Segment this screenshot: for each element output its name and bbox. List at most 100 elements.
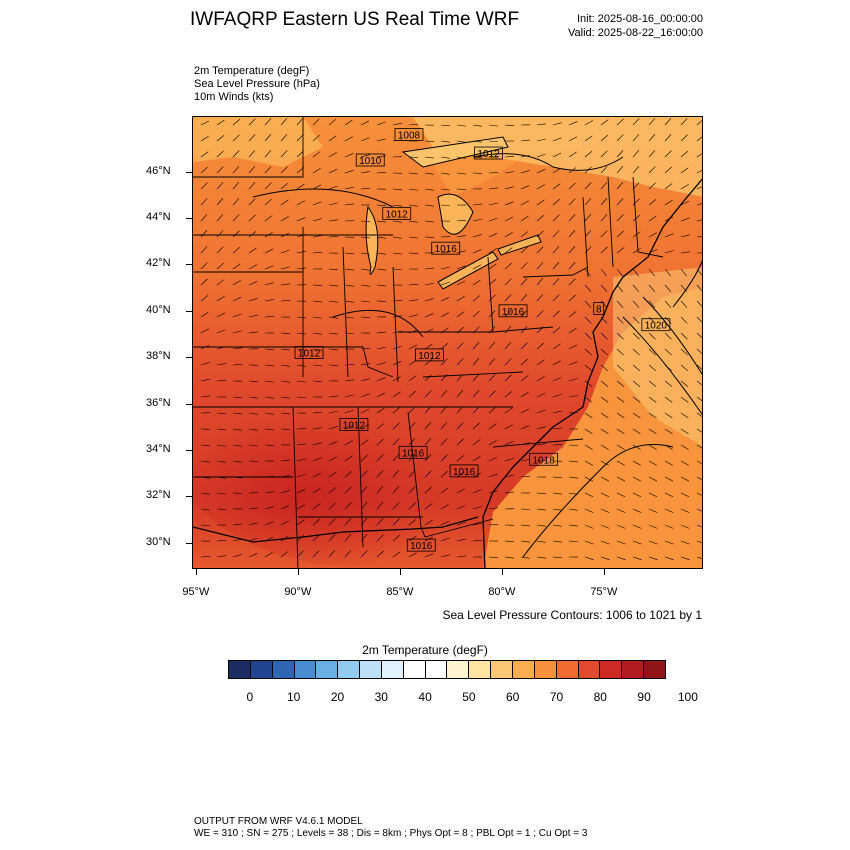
coastline [193, 178, 702, 568]
colorbar-cell [250, 661, 273, 678]
wind-barb [440, 438, 448, 446]
wind-barb [328, 502, 336, 510]
wind-barb [248, 396, 258, 399]
wind-barb [568, 151, 577, 158]
wind-barb [248, 214, 256, 222]
colorbar-cell [360, 661, 382, 678]
wind-barb [680, 184, 689, 190]
field-label-slp: Sea Level Pressure (hPa) [194, 78, 320, 90]
wind-barb [472, 506, 482, 510]
wind-barb [568, 121, 578, 126]
wind-barb [696, 153, 702, 158]
wind-barb [456, 311, 465, 318]
wind-barb [440, 487, 449, 494]
wind-barb [408, 220, 418, 223]
wind-barb [456, 296, 465, 302]
wind-barb [664, 284, 672, 293]
wind-barb [648, 412, 657, 419]
wind-barb [536, 310, 544, 318]
wind-barb [248, 231, 257, 238]
wind-barb [552, 427, 562, 430]
wind-barb [264, 231, 273, 238]
wind-barb [504, 262, 512, 270]
wind-barb [504, 556, 514, 559]
wind-barb [632, 118, 640, 126]
wind-barb [664, 508, 674, 513]
wind-barb [488, 440, 497, 446]
wind-barb [472, 422, 480, 430]
wind-barb [600, 364, 609, 372]
wind-barb [584, 300, 592, 308]
wind-barb [360, 502, 368, 510]
wind-barb [312, 503, 321, 510]
wind-barb [664, 348, 672, 356]
wind-barb [488, 374, 496, 382]
wind-barb [616, 166, 624, 174]
wind-barb [680, 444, 689, 450]
wind-barb [488, 406, 497, 414]
wind-barb [696, 476, 702, 480]
svg-text:1016: 1016 [435, 244, 458, 255]
wind-barb [200, 345, 210, 350]
colorbar-cell [534, 661, 557, 678]
wind-barb [248, 537, 258, 542]
slp-label: 1016 [398, 445, 428, 459]
wind-barb [200, 476, 210, 479]
wind-barb [392, 315, 402, 318]
wind-barb [200, 508, 210, 511]
wind-barb [664, 118, 672, 126]
wind-barb [600, 476, 610, 482]
slp-label: 1016 [449, 464, 479, 478]
wind-barb [328, 550, 336, 558]
wind-barb [584, 332, 592, 340]
wind-barb [392, 551, 401, 558]
wind-barb [376, 138, 386, 142]
wind-barb [328, 487, 337, 494]
wind-barb [456, 488, 466, 494]
wind-barb [264, 118, 272, 126]
wind-barb [568, 508, 578, 511]
wind-barb [280, 505, 290, 510]
wind-barb [488, 233, 498, 238]
wind-barb [248, 380, 258, 383]
wind-barb [232, 280, 241, 286]
wind-barb [200, 395, 210, 398]
wind-barb [600, 150, 608, 158]
wind-barb [408, 454, 416, 462]
wind-barb [424, 406, 432, 414]
wind-barb [312, 412, 322, 414]
wind-barb [200, 246, 208, 254]
wind-barb [360, 284, 370, 287]
wind-barb [600, 524, 610, 529]
wind-barb [264, 536, 274, 542]
svg-text:1012: 1012 [386, 209, 409, 220]
wind-barb [616, 150, 624, 158]
wind-barb [216, 150, 224, 158]
wind-barb [536, 376, 545, 382]
wind-barb [568, 136, 578, 142]
wind-barb [632, 476, 642, 482]
colorbar-cell [512, 661, 535, 678]
wind-barb [200, 444, 210, 447]
wind-barb [472, 124, 482, 127]
wind-barb [536, 443, 546, 446]
slp-label: 1012 [339, 418, 369, 431]
wind-barb [328, 426, 338, 430]
wind-barb [200, 378, 210, 382]
wind-barb [232, 150, 240, 158]
wind-barb [216, 379, 226, 382]
svg-text:1012: 1012 [298, 349, 321, 360]
wind-barb [536, 294, 544, 302]
valid-time: Valid: 2025-08-22_16:00:00 [568, 27, 703, 39]
wind-barb [648, 134, 656, 142]
wind-barb [408, 284, 418, 286]
wind-barb [440, 422, 448, 430]
wind-barb [536, 540, 546, 543]
wind-barb [216, 492, 226, 495]
wind-barb [264, 282, 274, 286]
wind-barb [264, 348, 275, 350]
wind-barb [280, 300, 291, 302]
wind-barb [200, 311, 209, 318]
wind-barb [376, 284, 386, 287]
wind-barb [616, 476, 626, 482]
